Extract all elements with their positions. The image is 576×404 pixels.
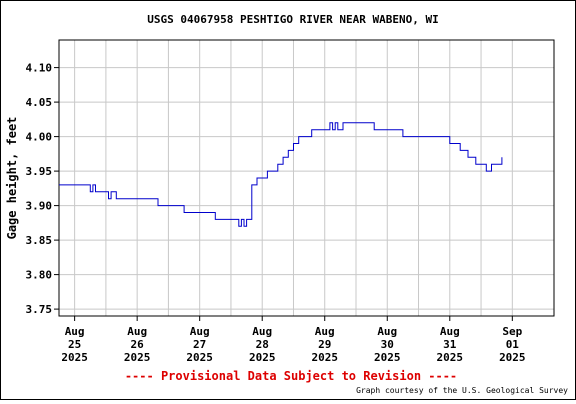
x-tick-label: Aug [190,325,210,338]
x-tick-label: 28 [256,338,269,351]
x-tick-label: Aug [440,325,460,338]
y-tick-label: 3.95 [26,165,53,178]
gage-height-series-line [59,122,503,227]
y-tick-label: 4.05 [26,96,53,109]
provisional-notice: ---- Provisional Data Subject to Revisio… [125,369,457,383]
x-tick-label: 2025 [374,351,401,364]
y-tick-label: 3.75 [26,303,53,316]
y-tick-label: 3.85 [26,234,53,247]
x-tick-label: Aug [127,325,147,338]
chart-title: USGS 04067958 PESHTIGO RIVER NEAR WABENO… [147,13,438,26]
x-tick-label: 2025 [124,351,151,364]
x-tick-label: 2025 [249,351,276,364]
y-tick-label: 4.00 [26,131,53,144]
x-tick-label: 2025 [186,351,213,364]
x-tick-label: 27 [193,338,206,351]
x-tick-label: 25 [68,338,81,351]
y-axis-label: Gage height, feet [5,117,19,240]
x-tick-label: 2025 [499,351,526,364]
x-tick-label: Sep [502,325,522,338]
y-tick-label: 3.80 [26,269,53,282]
x-tick-label: 2025 [61,351,88,364]
x-tick-label: 31 [443,338,457,351]
x-tick-label: 01 [506,338,520,351]
x-tick-label: Aug [315,325,335,338]
x-tick-label: 2025 [437,351,464,364]
x-tick-label: Aug [377,325,397,338]
x-tick-label: Aug [65,325,85,338]
series-group [59,122,503,227]
x-axis-ticks: Aug252025Aug262025Aug272025Aug282025Aug2… [61,316,526,364]
y-tick-label: 4.10 [26,62,53,75]
x-tick-label: 2025 [311,351,338,364]
x-tick-label: 29 [318,338,331,351]
x-tick-label: Aug [252,325,272,338]
x-tick-label: 30 [381,338,394,351]
x-tick-label: 26 [131,338,145,351]
usgs-credit: Graph courtesy of the U.S. Geological Su… [356,386,568,395]
y-tick-label: 3.90 [26,200,53,213]
plot-area [58,39,555,317]
y-axis-ticks: 3.75 3.80 3.85 3.90 3.95 4.00 4.05 4.10 [26,62,59,316]
chart-grid [59,40,554,316]
